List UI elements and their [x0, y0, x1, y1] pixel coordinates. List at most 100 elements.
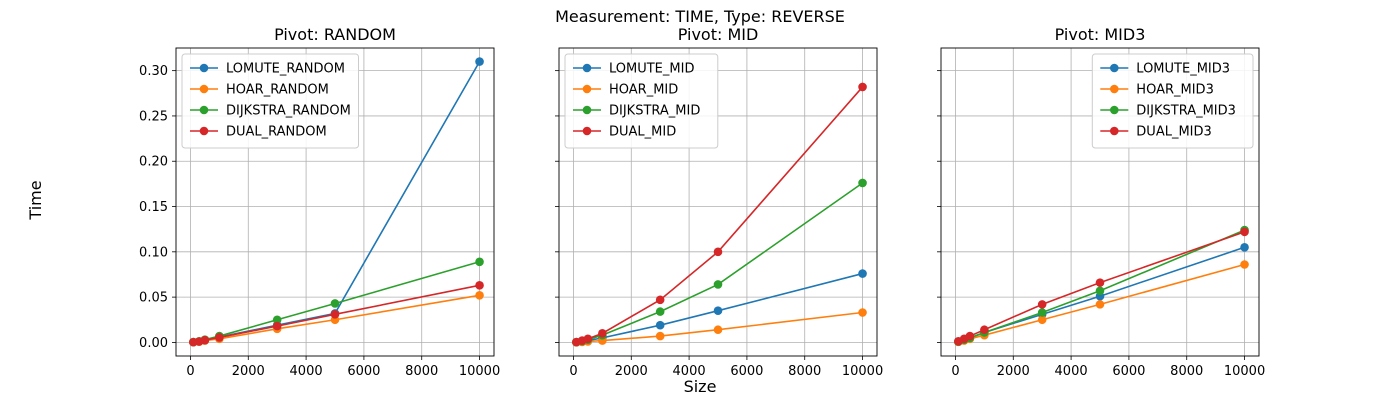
legend-label: LOMUTE_RANDOM [226, 62, 345, 77]
x-tick-label: 8000 [1170, 364, 1203, 379]
chart-title: Pivot: MID3 [1055, 25, 1146, 44]
x-tick-label: 6000 [347, 364, 380, 379]
x-tick-label: 0 [186, 364, 194, 379]
data-point [1037, 315, 1047, 325]
legend-marker [1110, 126, 1119, 136]
data-point [1240, 242, 1249, 252]
data-point [655, 295, 665, 305]
axes-frame [558, 47, 878, 357]
x-tick-label: 4000 [290, 364, 323, 379]
data-point [583, 334, 593, 344]
data-point [713, 247, 723, 257]
legend-marker [582, 84, 592, 94]
data-point [1095, 286, 1105, 296]
x-tick-label: 2000 [997, 364, 1030, 379]
legend-marker [1110, 105, 1119, 115]
legend: LOMUTE_RANDOM HOAR_RANDOM DIJKSTRA_RANDOM D… [181, 53, 359, 149]
legend-label: LOMUTE_MID3 [1136, 62, 1230, 77]
x-tick-label: 6000 [730, 364, 763, 379]
legend-label: HOAR_MID3 [1136, 83, 1214, 98]
legend-marker [199, 63, 209, 73]
data-point [858, 82, 867, 92]
data-point [200, 335, 210, 345]
legend-label: HOAR_RANDOM [226, 83, 329, 98]
data-point [1037, 300, 1047, 309]
figure-xlabel: Size [684, 377, 717, 396]
x-tick-label: 8000 [405, 364, 438, 379]
data-point [713, 306, 723, 316]
legend-box [181, 53, 359, 149]
data-point [1095, 300, 1105, 309]
legend-marker [199, 126, 209, 136]
legend: LOMUTE_MID3 HOAR_MID3 DIJKSTRA_MID3 DUAL_MI… [1091, 53, 1254, 149]
chart-panel-2: 0 2000 4000 6000 8000 10000 Pivot: MID LOMUTE_M… [555, 25, 883, 379]
x-tick-label: 10000 [1224, 364, 1265, 379]
data-point [272, 315, 282, 325]
data-point [598, 329, 607, 338]
chart-panel-3: 0 2000 4000 6000 8000 10000 Pivot: MID3 LOMUTE_… [937, 25, 1265, 379]
y-tick-label: 0.10 [139, 245, 168, 260]
x-tick-label: 4000 [673, 364, 706, 379]
legend-marker [199, 84, 209, 94]
data-point [1095, 278, 1105, 287]
legend-label: LOMUTE_MID [609, 62, 694, 77]
axes-frame [940, 47, 1260, 357]
legend-label: HOAR_MID [609, 83, 678, 98]
x-tick-label: 2000 [232, 364, 265, 379]
data-point [272, 321, 282, 331]
figure-ylabel: Time [26, 180, 45, 220]
x-tick-label: 0 [951, 364, 959, 379]
data-point [713, 325, 723, 335]
legend-label: DIJKSTRA_RANDOM [226, 104, 351, 119]
figure-suptitle: Measurement: TIME, Type: REVERSE [555, 7, 845, 26]
chart-panels: 0 2000 4000 6000 8000 10000 0.00 0.05 0.10 0.15 0.… [139, 25, 1265, 379]
y-tick-label: 0.05 [139, 291, 168, 306]
data-point [475, 281, 484, 290]
legend: LOMUTE_MID HOAR_MID DIJKSTRA_MID DUAL_MID [564, 53, 719, 149]
y-tick-label: 0.30 [139, 64, 168, 79]
chart-panel-1: 0 2000 4000 6000 8000 10000 0.00 0.05 0.10 0.15 0.… [139, 25, 500, 379]
data-point [475, 291, 484, 300]
legend-marker [582, 105, 592, 115]
legend-box [564, 53, 719, 149]
legend-marker [582, 63, 592, 73]
legend-label: DUAL_MID [609, 125, 676, 140]
y-tick-label: 0.00 [139, 336, 168, 351]
legend-box [1091, 53, 1254, 149]
data-point [330, 310, 340, 319]
axes-frame [175, 47, 495, 357]
y-tick-label: 0.15 [139, 200, 168, 215]
data-point [858, 269, 867, 278]
y-tick-label: 0.20 [139, 155, 168, 170]
data-point [655, 331, 665, 341]
data-point [858, 178, 867, 188]
data-point [965, 331, 975, 341]
x-tick-label: 2000 [615, 364, 648, 379]
x-tick-label: 8000 [788, 364, 821, 379]
data-point [215, 333, 224, 342]
legend-label: DUAL_RANDOM [226, 125, 327, 140]
data-point [1240, 227, 1249, 237]
x-tick-label: 6000 [1112, 364, 1145, 379]
legend-label: DUAL_MID3 [1136, 125, 1212, 140]
data-point [330, 299, 340, 308]
y-tick-label: 0.25 [139, 109, 168, 124]
x-tick-label: 10000 [842, 364, 883, 379]
x-tick-label: 4000 [1055, 364, 1088, 379]
data-point [858, 308, 867, 317]
legend-label: DIJKSTRA_MID3 [1136, 104, 1236, 119]
legend-marker [1110, 63, 1119, 73]
data-point [655, 307, 665, 316]
data-point [475, 57, 484, 66]
data-point [1037, 308, 1047, 317]
x-tick-label: 0 [569, 364, 577, 379]
legend-marker [1110, 84, 1119, 94]
data-point [980, 325, 989, 335]
legend-label: DIJKSTRA_MID [609, 104, 700, 119]
data-point [655, 320, 665, 330]
x-tick-label: 10000 [459, 364, 500, 379]
legend-marker [582, 126, 592, 136]
data-point [475, 257, 484, 267]
chart-title: Pivot: MID [678, 25, 759, 44]
